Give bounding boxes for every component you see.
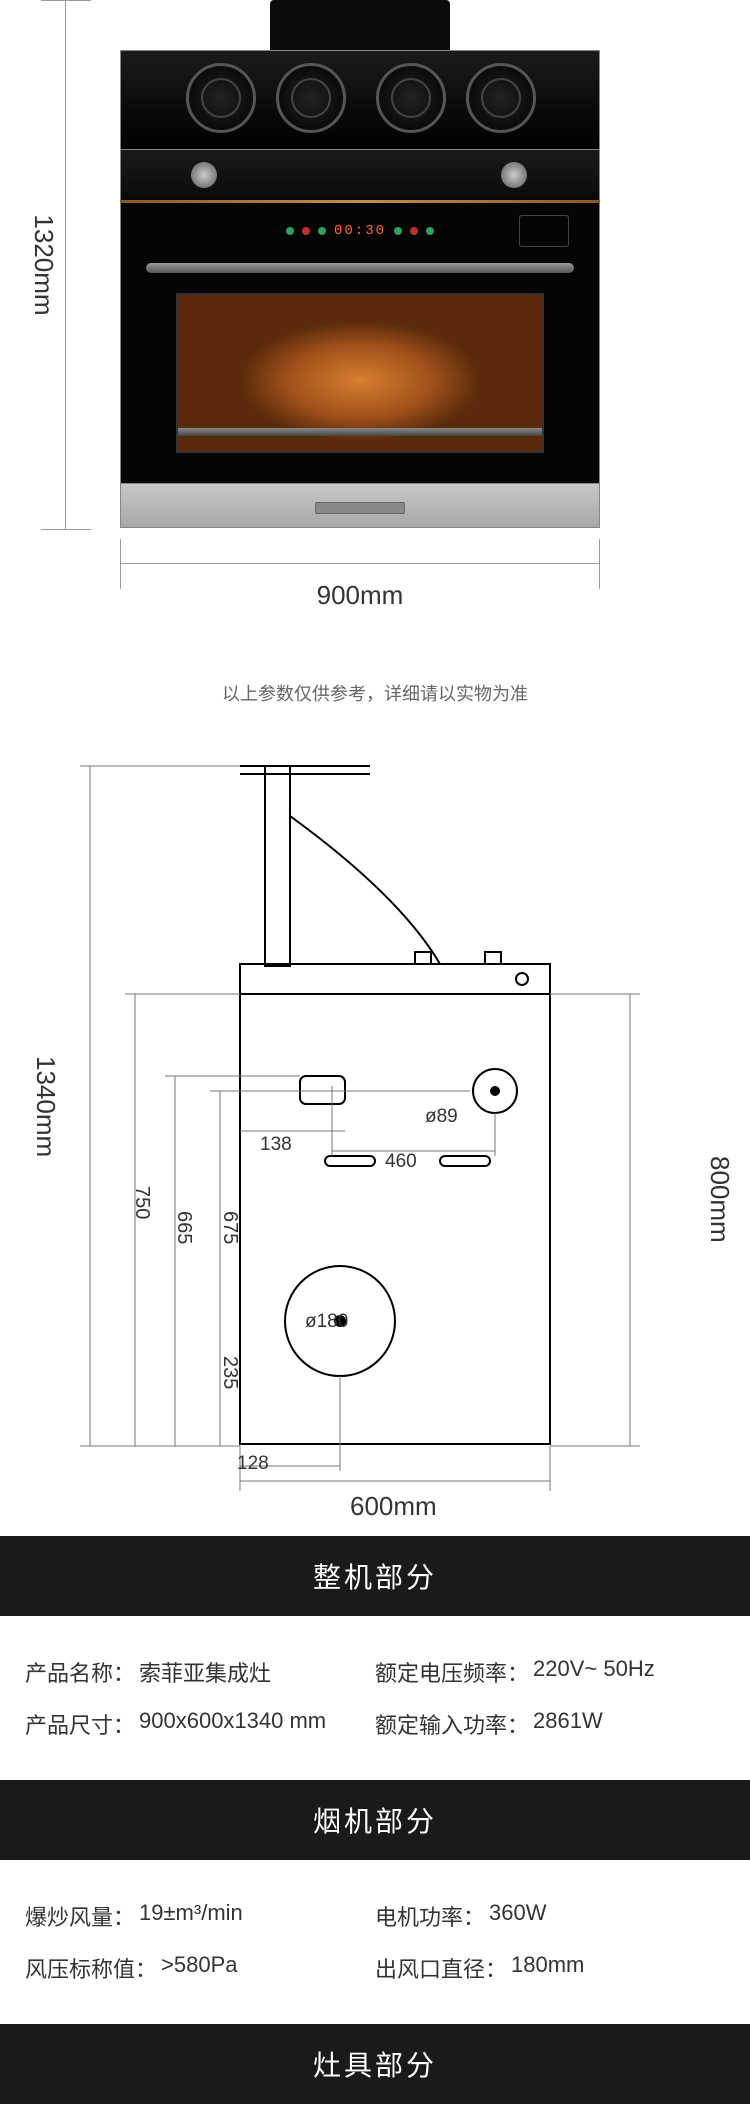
height-dimension: 1320mm — [30, 0, 100, 530]
spec-label: 出风口直径： — [375, 1952, 507, 1984]
spec-value: 19±m³/min — [139, 1900, 243, 1932]
hood-specs: 爆炒风量： 19±m³/min 电机功率： 360W 风压标称值： >580Pa… — [0, 1860, 750, 2024]
section-hood-title: 烟机部分 — [0, 1780, 750, 1860]
dim-128: 128 — [237, 1453, 269, 1475]
section-whole-title: 整机部分 — [0, 1536, 750, 1616]
disclaimer-note: 以上参数仅供参考，详细请以实物为准 — [0, 640, 750, 756]
width-dimension: 900mm — [120, 555, 600, 615]
base-slot — [315, 502, 405, 514]
spec-row: 出风口直径： 180mm — [375, 1942, 725, 1994]
oven-window — [176, 293, 544, 453]
dim-138: 138 — [260, 1134, 292, 1156]
spec-value: 220V~ 50Hz — [533, 1656, 655, 1688]
panel-square — [519, 215, 569, 247]
display-panel: 00:30 — [230, 218, 490, 243]
side-view: 1340mm 800mm 600mm 750 665 675 235 138 4… — [0, 756, 750, 1536]
spec-value: 2861W — [533, 1708, 603, 1740]
dim-1340: 1340mm — [30, 1056, 61, 1157]
spec-row: 产品名称： 索菲亚集成灶 — [25, 1646, 375, 1698]
spec-label: 额定输入功率： — [375, 1708, 529, 1740]
spec-row: 电机功率： 360W — [375, 1890, 725, 1942]
dim-750: 750 — [130, 1186, 153, 1219]
dim-665: 665 — [172, 1211, 195, 1244]
display-time: 00:30 — [334, 223, 386, 239]
height-label: 1320mm — [28, 214, 59, 315]
spec-value: 索菲亚集成灶 — [139, 1656, 271, 1688]
front-view: 00:30 1320mm 900mm — [0, 0, 750, 640]
spec-row: 产品尺寸： 900x600x1340 mm — [25, 1698, 375, 1750]
knob-panel — [120, 150, 600, 200]
side-diagram — [70, 756, 680, 1496]
dim-235: 235 — [218, 1356, 241, 1389]
spec-value: 180mm — [511, 1952, 584, 1984]
spec-row: 风压标称值： >580Pa — [25, 1942, 375, 1994]
spec-label: 产品尺寸： — [25, 1708, 135, 1740]
roast-food — [178, 295, 542, 451]
spec-row: 爆炒风量： 19±m³/min — [25, 1890, 375, 1942]
base — [120, 483, 600, 528]
cooktop — [120, 50, 600, 150]
spec-row: 额定电压频率： 220V~ 50Hz — [375, 1646, 725, 1698]
burner — [276, 63, 346, 133]
dim-675: 675 — [218, 1211, 241, 1244]
spec-value: 360W — [489, 1900, 546, 1932]
spec-label: 爆炒风量： — [25, 1900, 135, 1932]
spec-label: 产品名称： — [25, 1656, 135, 1688]
dim-600: 600mm — [350, 1491, 437, 1522]
whole-specs: 产品名称： 索菲亚集成灶 额定电压频率： 220V~ 50Hz 产品尺寸： 90… — [0, 1616, 750, 1780]
appliance-photo: 00:30 — [120, 0, 600, 530]
knob — [191, 162, 217, 188]
dim-800: 800mm — [704, 1156, 735, 1243]
spec-value: 900x600x1340 mm — [139, 1708, 326, 1740]
burner — [466, 63, 536, 133]
spec-label: 电机功率： — [375, 1900, 485, 1932]
spec-value: >580Pa — [161, 1952, 237, 1984]
spec-label: 风压标称值： — [25, 1952, 157, 1984]
section-stove-title: 灶具部分 — [0, 2024, 750, 2104]
burner — [376, 63, 446, 133]
dim-d89: ø89 — [425, 1106, 458, 1128]
width-label: 900mm — [120, 580, 600, 611]
oven-handle — [146, 263, 574, 273]
dim-d180: ø180 — [305, 1311, 348, 1333]
spec-label: 额定电压频率： — [375, 1656, 529, 1688]
burner — [186, 63, 256, 133]
hood — [270, 0, 450, 55]
knob — [501, 162, 527, 188]
dim-460: 460 — [385, 1151, 417, 1173]
spec-row: 额定输入功率： 2861W — [375, 1698, 725, 1750]
oven: 00:30 — [120, 203, 600, 483]
